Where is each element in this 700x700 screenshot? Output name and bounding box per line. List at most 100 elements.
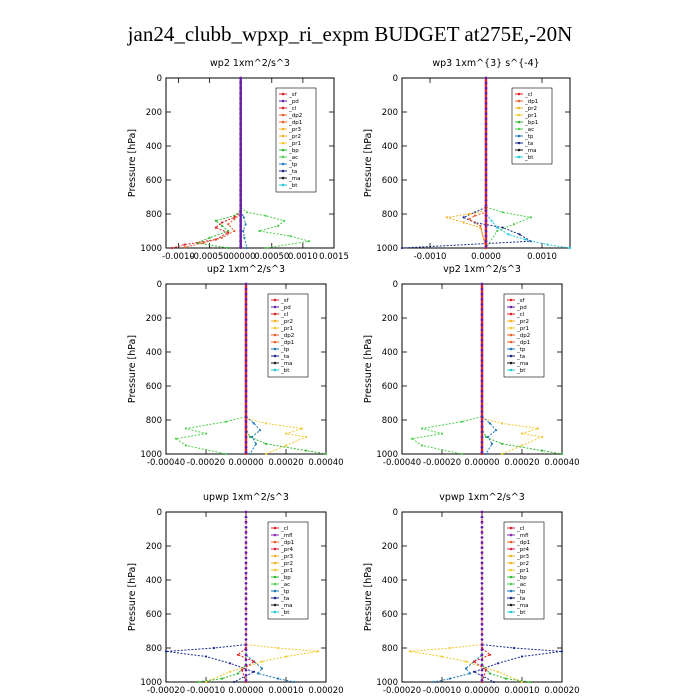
y-axis-label: Pressure [hPa] <box>363 335 374 403</box>
y-tick-label: 0 <box>393 280 398 290</box>
chart-panel-3: up2 1xm^2/s^3 0 200 400 600 800 1000 Pressure [… <box>127 264 344 468</box>
data-point-pr1 <box>264 452 268 456</box>
zero-marker <box>480 673 484 677</box>
data-point-pr2 <box>479 226 482 229</box>
y-tick-label: 600 <box>382 382 398 392</box>
zero-marker <box>480 638 484 641</box>
data-point-ta <box>472 670 476 673</box>
data-point-bt <box>546 243 549 246</box>
data-point-pr1 <box>496 670 500 673</box>
zero-marker <box>480 343 484 347</box>
legend-entry: _cl <box>516 526 525 532</box>
legend-entry: _pr4 <box>280 547 294 553</box>
series-line-ta <box>165 512 256 683</box>
zero-marker <box>244 515 248 519</box>
y-tick-label: 0 <box>393 74 398 84</box>
legend-marker <box>509 561 513 565</box>
data-point-cl <box>236 653 240 656</box>
x-tick-label: 0.00020 <box>308 686 343 696</box>
zero-marker <box>480 308 484 311</box>
data-point-ac <box>460 452 464 456</box>
zero-marker <box>244 369 248 373</box>
zero-marker <box>480 328 484 332</box>
zero-marker <box>244 520 248 524</box>
legend-entry: _ma <box>288 176 300 182</box>
zero-marker <box>244 566 248 570</box>
zero-marker <box>484 91 488 95</box>
y-tick-label: 400 <box>382 348 398 358</box>
legend-marker <box>273 340 277 344</box>
data-point-pr1 <box>204 680 208 684</box>
legend-entry: _pr2 <box>280 561 293 567</box>
data-point-tp <box>448 677 452 680</box>
zero-marker <box>239 199 243 202</box>
series-line-ac <box>240 78 310 249</box>
zero-marker <box>239 224 243 228</box>
zero-marker <box>239 229 243 233</box>
data-point-pr1 <box>300 427 304 430</box>
zero-marker <box>239 214 243 218</box>
legend-marker <box>273 298 277 302</box>
legend: _sf_pd_cl_dp2_dp1_pr3_pr2_pr1_bp_ac_tp_t… <box>275 87 317 193</box>
zero-marker <box>239 153 243 156</box>
legend-marker <box>509 347 513 351</box>
legend-entry: _pr4 <box>516 547 530 553</box>
legend-marker <box>509 547 513 551</box>
legend-marker <box>273 333 277 337</box>
data-point-bp <box>560 452 564 456</box>
zero-marker <box>244 531 248 534</box>
data-point-tp <box>464 667 468 670</box>
y-tick-label: 800 <box>382 210 398 220</box>
legend-entry: _tp <box>280 347 290 353</box>
chart-panel-6: vpwp 1xm^2/s^3 0 200 400 600 800 1000 Pressure … <box>363 492 580 696</box>
zero-marker <box>480 354 484 357</box>
legend-entry: _ac <box>516 582 526 588</box>
legend-entry: _ac <box>280 582 290 588</box>
legend-marker <box>273 326 277 330</box>
legend-entry: _bt <box>288 183 298 189</box>
data-point-bp <box>304 449 308 452</box>
data-point-ta <box>496 662 500 665</box>
zero-marker <box>244 582 248 585</box>
data-point-pr1 <box>260 660 264 663</box>
zero-marker <box>244 648 248 652</box>
zero-marker <box>244 617 248 621</box>
series-line-bp <box>195 78 242 249</box>
x-tick-label: -0.0010 <box>414 252 447 262</box>
zero-marker <box>480 430 484 434</box>
zero-marker <box>244 658 248 662</box>
zero-marker <box>480 303 484 306</box>
series-line-ac <box>174 284 247 455</box>
zero-marker <box>480 510 484 514</box>
data-point-tp <box>242 229 245 233</box>
zero-marker <box>244 359 248 362</box>
series-line-dp2 <box>184 78 242 248</box>
legend-entry: _dp1 <box>516 340 530 346</box>
x-tick-label: 0.00040 <box>308 458 343 468</box>
data-point-bp <box>227 229 230 233</box>
legend-marker <box>273 368 277 372</box>
data-point-bp <box>500 442 504 445</box>
legend-entry: _pr1 <box>288 141 301 147</box>
data-point-ac <box>496 229 499 233</box>
legend-marker <box>273 361 277 365</box>
zero-marker <box>480 297 484 301</box>
x-tick-label: -0.00020 <box>423 458 461 468</box>
legend: _cl_dp1_pr2_pr1_bp1_ac_tp_ta_ma_bt <box>511 87 553 165</box>
legend-marker <box>273 305 277 309</box>
legend-marker <box>509 368 513 372</box>
data-point-tp <box>242 216 245 219</box>
legend-entry: _dp1 <box>280 540 294 546</box>
legend-entry: _tp <box>516 347 526 353</box>
y-tick-label: 200 <box>146 108 162 118</box>
legend-marker <box>273 575 277 579</box>
legend-entry: _pd <box>288 99 299 105</box>
zero-marker <box>244 643 248 646</box>
data-point-cl <box>472 660 476 663</box>
zero-marker <box>239 163 243 167</box>
legend-marker <box>509 554 513 558</box>
legend-entry: _ta <box>516 354 525 360</box>
panel-title: vp2 1xm^2/s^3 <box>443 264 521 275</box>
data-point-bp <box>484 435 488 439</box>
legend-entry: _ma <box>516 361 528 367</box>
